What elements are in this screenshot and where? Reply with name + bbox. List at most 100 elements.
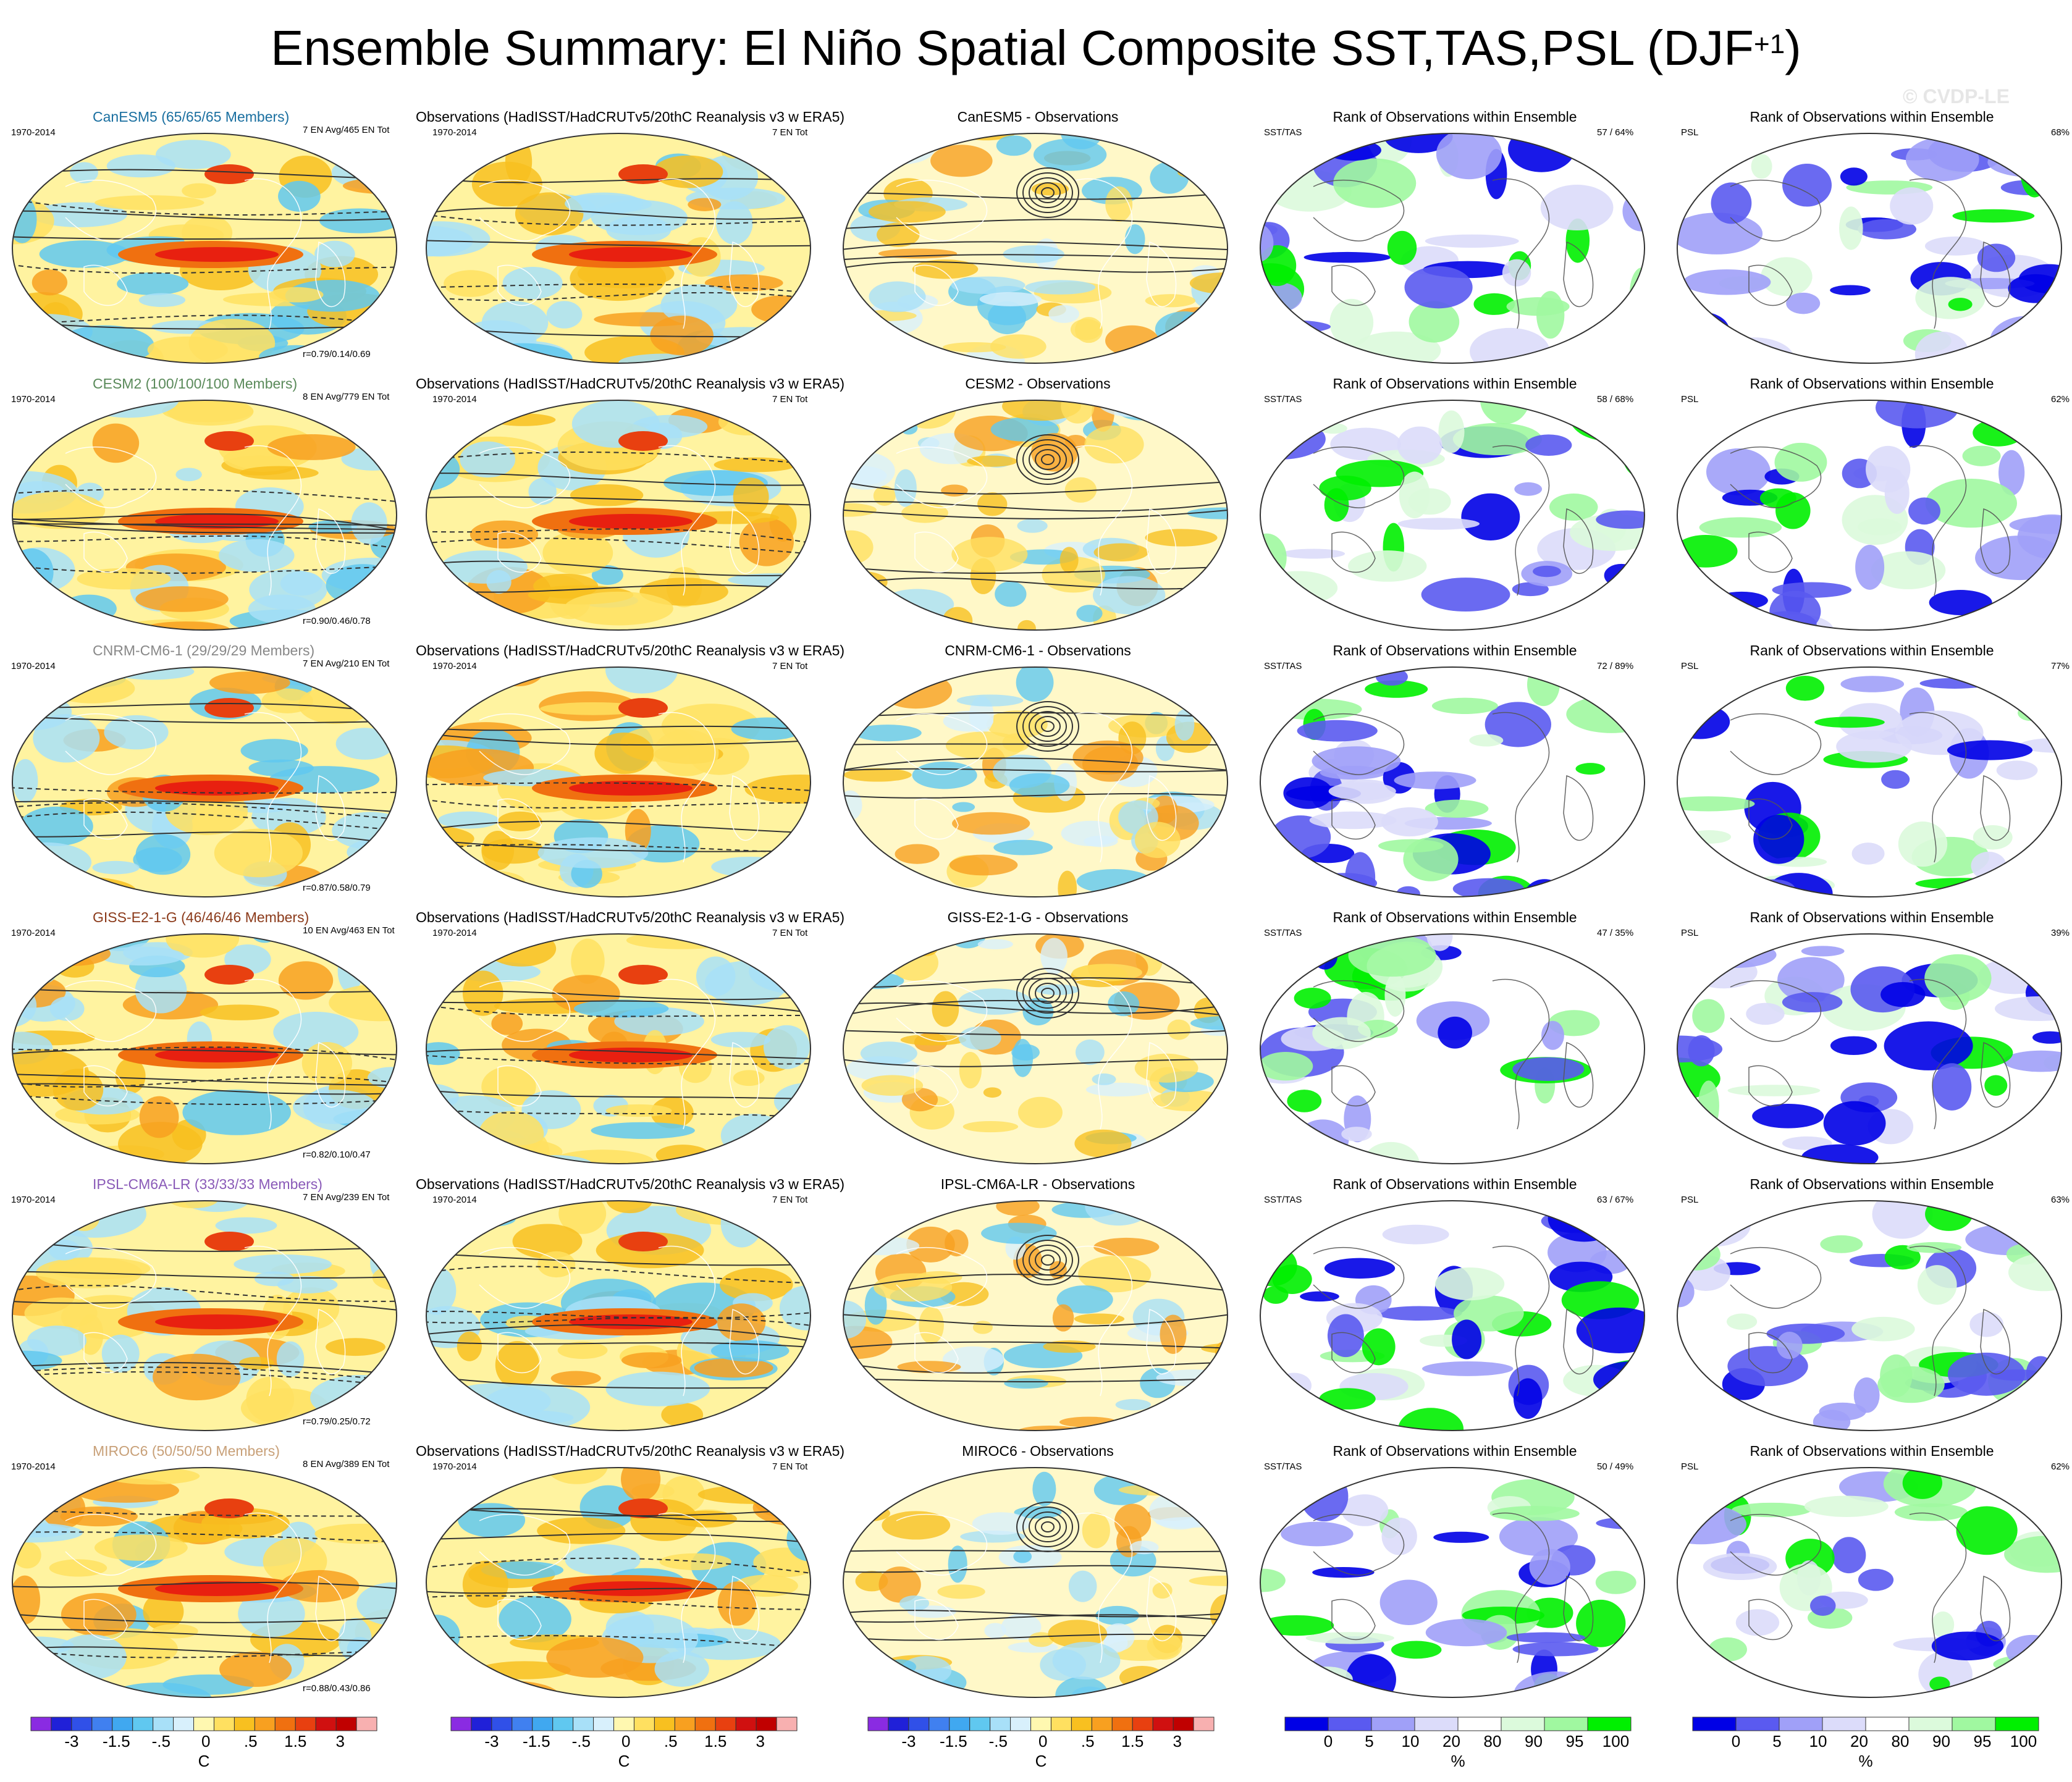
colorbar-swatch [356,1717,377,1731]
colorbar-tick-label: 10 [1402,1732,1420,1750]
colorbar-swatch [1865,1717,1910,1731]
colorbar-swatch [471,1717,492,1731]
model-row: IPSL-CM6A-LR (33/33/33 Members) 1970-2014… [0,1172,2072,1439]
rank-psl-panel: Rank of Observations within Ensemble PSL 6… [1665,105,2072,372]
rank-psl-panel: Rank of Observations within Ensemble PSL 7… [1665,639,2072,906]
rank-title: Rank of Observations within Ensemble [1333,1443,1577,1459]
rank-sst-map [1260,933,1645,1164]
rank-sst-label: SST/TAS [1264,928,1302,938]
colorbar-tick-label: -1.5 [940,1732,967,1750]
colorbar-swatch [949,1717,971,1731]
colorbar-tick-label: 0 [201,1732,210,1750]
colorbar-tick-label: -3 [901,1732,916,1750]
rank-title: Rank of Observations within Ensemble [1333,642,1577,658]
rank-psl-pct: 77% [2051,661,2070,671]
model-row: GISS-E2-1-G (46/46/46 Members) 1970-2014 1… [0,906,2072,1172]
model-count: 7 EN Avg/239 EN Tot [303,1192,390,1203]
period-label: 1970-2014 [432,928,477,938]
obs-count: 7 EN Tot [772,394,808,405]
colorbar-swatch [593,1717,615,1731]
difference-map [843,666,1228,897]
rank-psl-map [1677,1467,2062,1698]
colorbar-tick-label: 90 [1525,1732,1543,1750]
obs-count: 7 EN Tot [772,1195,808,1205]
difference-panel: GISS-E2-1-G - Observations [831,906,1245,1172]
colorbar-tick-label: .5 [244,1732,258,1750]
rank-psl-label: PSL [1681,1195,1699,1205]
difference-panel: CESM2 - Observations [831,372,1245,639]
colorbar-tick-label: 0 [1732,1732,1740,1750]
colorbar-tick-label: -.5 [572,1732,591,1750]
colorbar-tick-label: -3 [484,1732,499,1750]
rank-sst-label: SST/TAS [1264,1195,1302,1205]
model-map [12,133,397,364]
rank-sst-pct: 50 / 49% [1597,1461,1634,1472]
colorbar-swatch [234,1717,255,1731]
colorbar-swatch [335,1717,357,1731]
observations-map [426,666,811,897]
rank-sst-pct: 72 / 89% [1597,661,1634,671]
rank-psl-map [1677,933,2062,1164]
colorbar-swatch [1995,1717,2039,1731]
model-title: CanESM5 (65/65/65 Members) [93,109,290,125]
colorbar-swatch [776,1717,798,1731]
rank-psl-map [1677,1200,2062,1431]
colorbar-tick-label: 0 [1324,1732,1333,1750]
colorbar-swatch [674,1717,696,1731]
observations-panel: Observations (HadISST/HadCRUTv5/20thC Re… [414,1172,844,1439]
pattern-correlation: r=0.79/0.25/0.72 [303,1416,371,1427]
pattern-correlation: r=0.82/0.10/0.47 [303,1149,371,1160]
obs-count: 7 EN Tot [772,127,808,138]
colorbar-swatch [1010,1717,1032,1731]
rank-sst-pct: 63 / 67% [1597,1195,1634,1205]
rank-sst-panel: Rank of Observations within Ensemble SST/… [1248,1439,1662,1706]
rank-psl-panel: Rank of Observations within Ensemble PSL 3… [1665,906,2072,1172]
observations-panel: Observations (HadISST/HadCRUTv5/20thC Re… [414,1439,844,1706]
colorbar-tick-label: -.5 [152,1732,171,1750]
rank-psl-label: PSL [1681,127,1699,138]
observations-map [426,133,811,364]
period-label: 1970-2014 [432,127,477,138]
colorbar-swatch [929,1717,950,1731]
colorbar-swatch [1414,1717,1459,1731]
colorbar-swatch [532,1717,554,1731]
period-label: 1970-2014 [11,127,56,138]
rank-title: Rank of Observations within Ensemble [1750,642,1994,658]
colorbar-units: C [618,1752,630,1770]
colorbar-swatch [30,1717,52,1731]
colorbar-swatch [491,1717,513,1731]
observations-title: Observations (HadISST/HadCRUTv5/20thC Re… [415,1176,845,1192]
model-map [12,400,397,631]
colorbar-swatch [1692,1717,1737,1731]
colorbar-swatch [153,1717,174,1731]
colorbar-swatch [112,1717,133,1731]
colorbar-swatch [1173,1717,1194,1731]
colorbar-tick-label: 0 [1038,1732,1047,1750]
pattern-correlation: r=0.87/0.58/0.79 [303,883,371,893]
rank-title: Rank of Observations within Ensemble [1750,109,1994,125]
model-panel: IPSL-CM6A-LR (33/33/33 Members) 1970-2014… [0,1172,414,1439]
rank-title: Rank of Observations within Ensemble [1750,1443,1994,1459]
colorbar-tick-label: 20 [1442,1732,1460,1750]
rank-sst-label: SST/TAS [1264,661,1302,671]
colorbar-units: C [1035,1752,1047,1770]
difference-panel: IPSL-CM6A-LR - Observations [831,1172,1245,1439]
difference-panel: CNRM-CM6-1 - Observations [831,639,1245,906]
difference-map [843,1467,1228,1698]
difference-panel: MIROC6 - Observations [831,1439,1245,1706]
period-label: 1970-2014 [432,1195,477,1205]
rank-title: Rank of Observations within Ensemble [1333,909,1577,925]
colorbar-swatch [1111,1717,1133,1731]
observations-title: Observations (HadISST/HadCRUTv5/20thC Re… [415,376,845,392]
model-title: CNRM-CM6-1 (29/29/29 Members) [93,642,315,658]
watermark: © CVDP-LE [1903,85,2010,107]
difference-map [843,400,1228,631]
colorbar-swatch [613,1717,634,1731]
rank-colorbar-sst: 0 5 10 20 80 90 95 100% [1254,1716,1662,1778]
rank-sst-label: SST/TAS [1264,127,1302,138]
colorbar-swatch [1284,1717,1329,1731]
colorbar-tick-label: -1.5 [523,1732,550,1750]
model-panel: MIROC6 (50/50/50 Members) 1970-2014 8 EN A… [0,1439,414,1706]
rank-psl-panel: Rank of Observations within Ensemble PSL 6… [1665,1172,2072,1439]
obs-count: 7 EN Tot [772,661,808,671]
